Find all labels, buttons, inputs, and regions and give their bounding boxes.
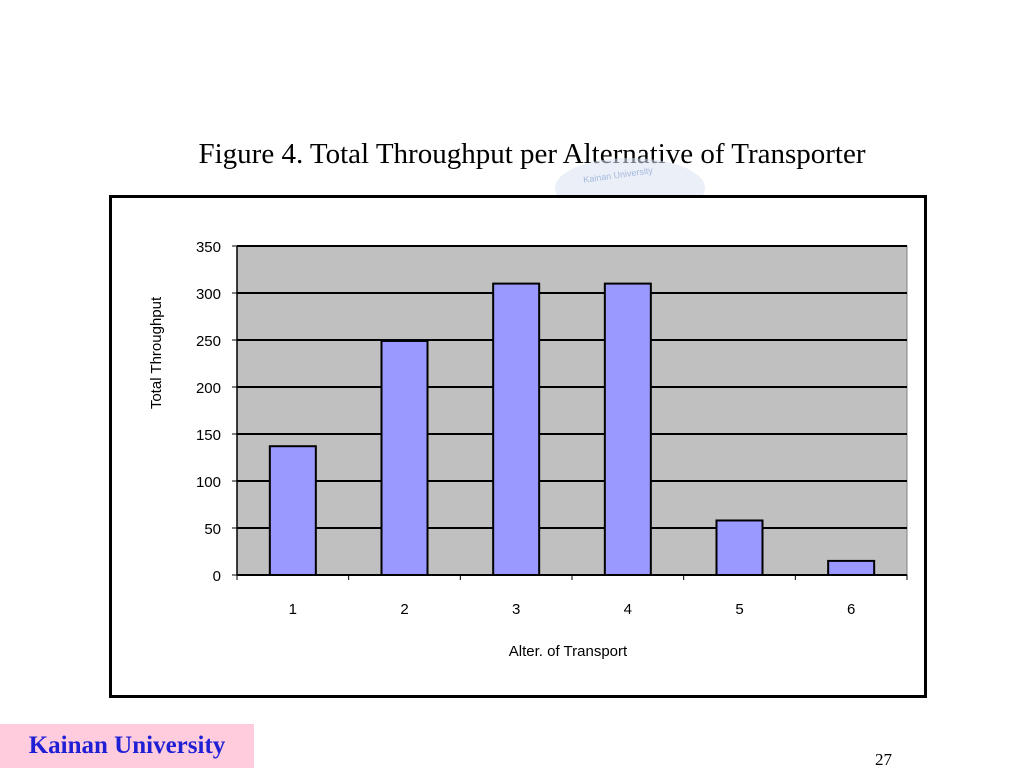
y-tick-label-5: 250: [196, 333, 221, 350]
y-tick-label-7: 350: [196, 239, 221, 256]
bar-4: [603, 282, 652, 576]
bar-1: [268, 445, 317, 576]
x-tick-label-6: 6: [847, 601, 855, 618]
x-tick-label-2: 2: [400, 601, 408, 618]
page-number: 27: [875, 750, 892, 769]
y-axis-label: Total Throughput: [148, 296, 165, 409]
y-tick-label-3: 150: [196, 427, 221, 444]
bar-3: [492, 282, 541, 576]
y-tick-label-4: 200: [196, 380, 221, 397]
x-tick-label-1: 1: [289, 601, 297, 618]
footer-badge: [0, 724, 254, 768]
chart-frame: 0 50 100 150 200 250 300 350 1 2 3 4 5 6 Total Throu…: [109, 195, 927, 698]
bar-5: [715, 519, 764, 577]
bar-chart: 0 50 100 150 200 250 300 350 1 2 3 4 5 6 Total Throu…: [148, 239, 908, 660]
x-axis-label: Alter. of Transport: [509, 643, 628, 660]
plot-area: [236, 245, 908, 576]
y-tick-label-0: 0: [213, 568, 221, 585]
footer-university-label: Kainan University: [28, 732, 226, 759]
y-tick-label-1: 50: [204, 521, 221, 538]
chart-title: Figure 4. Total Throughput per Alternati…: [198, 138, 866, 170]
y-tick-label-2: 100: [196, 474, 221, 491]
x-tick-label-4: 4: [624, 601, 632, 618]
bar-2: [380, 339, 429, 576]
x-tick-label-3: 3: [512, 601, 520, 618]
bar-6: [827, 559, 876, 576]
y-tick-label-6: 300: [196, 286, 221, 303]
x-tick-label-5: 5: [735, 601, 743, 618]
